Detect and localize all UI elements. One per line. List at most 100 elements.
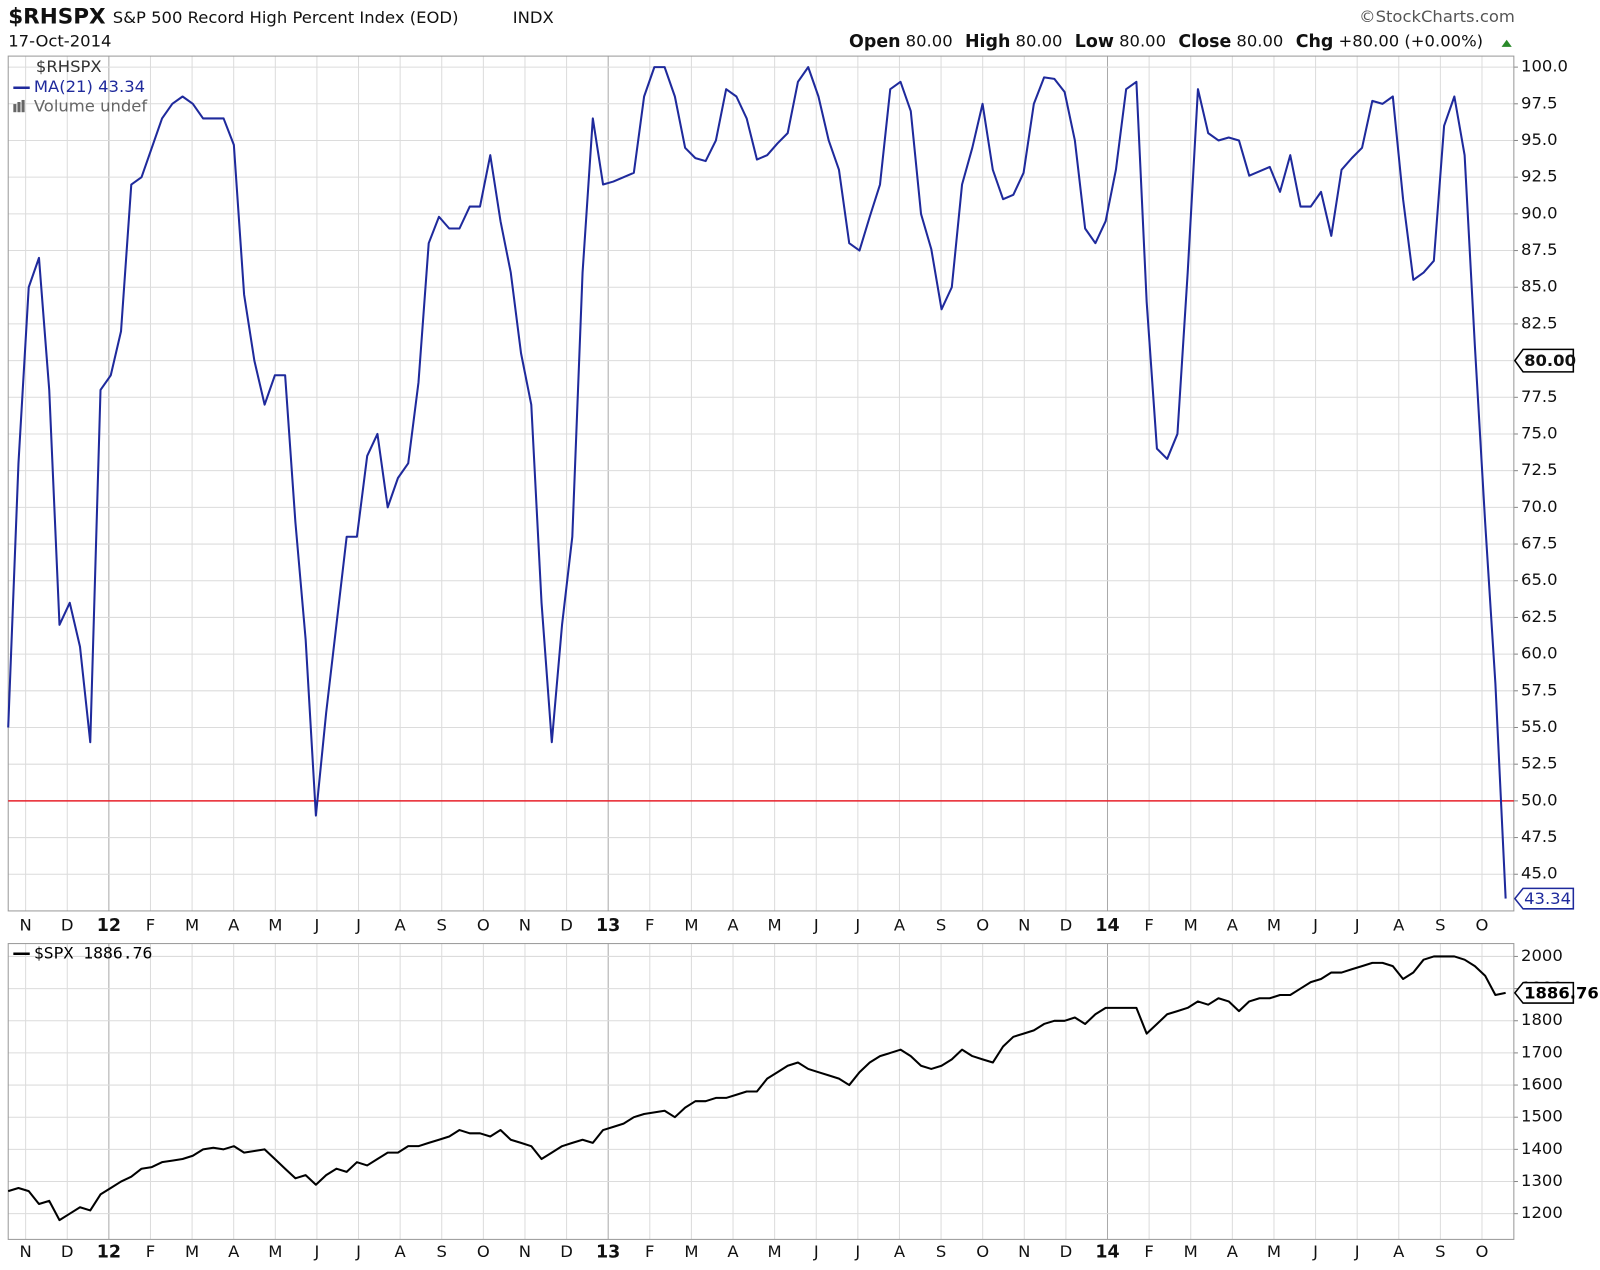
- x-tick-label: A: [228, 916, 240, 935]
- y-tick-label: 2000: [1521, 946, 1563, 965]
- x-tick-label: 14: [1095, 1243, 1119, 1263]
- x-tick-label: F: [645, 1242, 654, 1261]
- x-tick-label: J: [313, 1242, 319, 1261]
- y-tick-label: 97.5: [1521, 93, 1558, 112]
- x-tick-label: N: [19, 916, 31, 935]
- y-tick-label: 67.5: [1521, 534, 1558, 553]
- x-tick-label: A: [1227, 916, 1239, 935]
- x-tick-label: A: [1393, 916, 1405, 935]
- y-tick-label: 1300: [1521, 1171, 1563, 1190]
- x-tick-label: D: [61, 1242, 74, 1261]
- quote-label: Close: [1178, 32, 1231, 52]
- quote-value: 80.00: [1016, 31, 1063, 50]
- x-tick-label: F: [1144, 916, 1153, 935]
- date: 17-Oct-2014: [8, 31, 111, 50]
- y-tick-label: 95.0: [1521, 130, 1558, 149]
- quote-label: Low: [1075, 32, 1114, 52]
- quote-label: Open: [849, 32, 901, 52]
- x-tick-label: A: [727, 1242, 739, 1261]
- x-tick-label: M: [1184, 916, 1198, 935]
- x-tick-label: M: [1184, 1242, 1198, 1261]
- price-tag-label: 80.00: [1524, 351, 1576, 370]
- y-tick-label: 82.5: [1521, 313, 1558, 332]
- legend-volume: Volume undef: [34, 97, 149, 116]
- x-tick-label: J: [313, 916, 319, 935]
- volume-icon: [17, 102, 21, 113]
- x-tick-label: J: [854, 1242, 860, 1261]
- exchange: INDX: [513, 8, 554, 27]
- last-value-label: 43.34: [1524, 889, 1571, 908]
- y-tick-label: 1800: [1521, 1010, 1563, 1029]
- x-tick-label: J: [355, 1242, 361, 1261]
- x-tick-label: A: [228, 1242, 240, 1261]
- y-tick-label: 92.5: [1521, 167, 1558, 186]
- y-tick-label: 65.0: [1521, 570, 1558, 589]
- y-tick-label: 1400: [1521, 1139, 1563, 1158]
- last-value-label: 1886.76: [1524, 983, 1599, 1002]
- y-tick-label: 85.0: [1521, 277, 1558, 296]
- y-tick-label: 50.0: [1521, 790, 1558, 809]
- symbol: $RHSPX: [8, 4, 106, 29]
- x-tick-label: N: [19, 1242, 31, 1261]
- y-tick-label: 87.5: [1521, 240, 1558, 259]
- y-tick-label: 1700: [1521, 1042, 1563, 1061]
- quote-value: 80.00: [1119, 31, 1166, 50]
- x-tick-label: 13: [596, 1243, 620, 1263]
- y-tick-label: 47.5: [1521, 827, 1558, 846]
- x-tick-label: J: [1354, 916, 1360, 935]
- x-tick-label: J: [1312, 1242, 1318, 1261]
- plot-frame: [7, 55, 1515, 912]
- x-tick-label: M: [1267, 1242, 1281, 1261]
- x-tick-label: S: [1435, 916, 1445, 935]
- x-tick-label: N: [1018, 916, 1030, 935]
- x-tick-label: S: [437, 916, 447, 935]
- source: ©StockCharts.com: [1359, 7, 1515, 26]
- x-tick-label: O: [1476, 1242, 1489, 1261]
- quote-value: 80.00: [1236, 31, 1283, 50]
- x-tick-label: F: [1144, 1242, 1153, 1261]
- x-tick-label: O: [477, 916, 490, 935]
- y-tick-label: 52.5: [1521, 754, 1558, 773]
- x-tick-label: M: [185, 1242, 199, 1261]
- x-tick-label: O: [477, 1242, 490, 1261]
- y-tick-label: 1500: [1521, 1107, 1563, 1126]
- legend-label: MA(21) 43.34: [34, 77, 145, 96]
- volume-icon: [21, 99, 25, 113]
- x-tick-label: A: [1227, 1242, 1239, 1261]
- y-tick-label: 60.0: [1521, 644, 1558, 663]
- x-tick-label: 13: [596, 916, 620, 936]
- last-value-tag: [1513, 981, 1575, 1004]
- x-tick-label: S: [936, 1242, 946, 1261]
- y-tick-label: 75.0: [1521, 424, 1558, 443]
- y-tick-label: 72.5: [1521, 460, 1558, 479]
- last-value-tag: [1513, 887, 1575, 910]
- series-line: [7, 955, 1506, 1222]
- x-tick-label: S: [936, 916, 946, 935]
- x-tick-label: S: [1435, 1242, 1445, 1261]
- x-tick-label: A: [894, 1242, 906, 1261]
- y-tick-label: 62.5: [1521, 607, 1558, 626]
- volume-icon: [13, 104, 17, 113]
- x-tick-label: 12: [97, 916, 121, 936]
- legend-label: $SPX 1886.76: [34, 943, 153, 962]
- index-name: S&P 500 Record High Percent Index (EOD): [113, 8, 459, 27]
- legend-symbol: $RHSPX: [36, 57, 102, 76]
- x-tick-label: A: [395, 1242, 407, 1261]
- x-tick-label: M: [684, 1242, 698, 1261]
- x-tick-label: J: [1312, 916, 1318, 935]
- y-tick-label: 90.0: [1521, 203, 1558, 222]
- x-tick-label: F: [146, 1242, 155, 1261]
- y-tick-label: 55.0: [1521, 717, 1558, 736]
- x-tick-label: J: [813, 916, 819, 935]
- x-tick-label: A: [894, 916, 906, 935]
- price-tag: [1513, 348, 1575, 373]
- y-tick-label: 1600: [1521, 1075, 1563, 1094]
- x-tick-label: O: [1476, 916, 1489, 935]
- y-tick-label: 100.0: [1521, 57, 1568, 76]
- y-tick-label: 57.5: [1521, 680, 1558, 699]
- x-tick-label: M: [1267, 916, 1281, 935]
- x-tick-label: D: [1060, 916, 1073, 935]
- x-tick-label: M: [768, 916, 782, 935]
- x-tick-label: M: [185, 916, 199, 935]
